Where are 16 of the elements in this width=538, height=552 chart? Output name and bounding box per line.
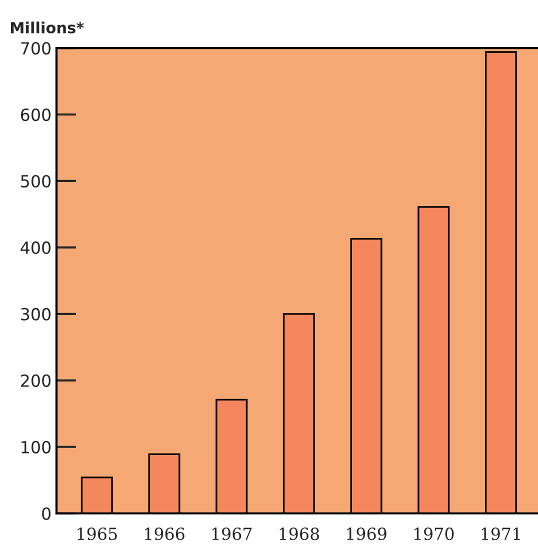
y-tick-label: 600 [20, 108, 51, 122]
x-tick-label: 1970 [414, 528, 454, 540]
y-tick-label: 300 [21, 308, 51, 320]
y-tick-label: 200 [21, 374, 51, 387]
x-tick-label: 1968 [280, 528, 320, 540]
x-tick-label: 1965 [78, 528, 117, 540]
y-axis-title: Millions* [10, 22, 84, 34]
y-tick-label: 400 [20, 241, 51, 254]
y-tick-label: 700 [21, 42, 51, 55]
y-tick-label: 0 [42, 507, 51, 520]
y-tick-label: 100 [22, 440, 51, 454]
x-tick-label: 1966 [145, 528, 184, 540]
y-tick-label: 500 [21, 174, 51, 188]
x-tick-label: 1967 [212, 528, 252, 540]
x-tick-label: 1971 [482, 528, 520, 540]
x-tick-label: 1969 [347, 528, 386, 540]
